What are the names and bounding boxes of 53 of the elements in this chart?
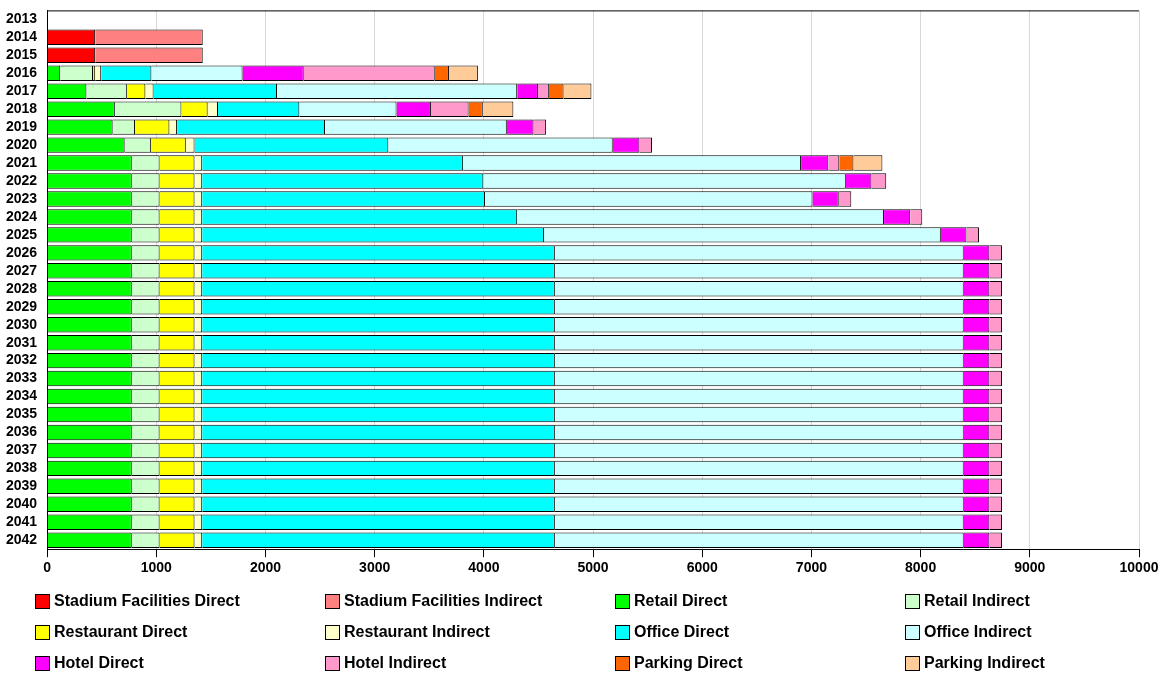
y-tick-label: 2015 [5,46,38,63]
x-tick-label: 7000 [795,559,828,576]
legend-label: Stadium Facilities Indirect [344,592,543,610]
legend-label: Office Indirect [924,623,1032,641]
y-tick-label: 2034 [5,387,38,404]
legend-label: Parking Indirect [924,654,1045,672]
x-tick-label: 10000 [1119,559,1159,576]
y-tick-label: 2025 [5,225,38,242]
y-tick-label: 2019 [5,118,38,134]
y-tick-label: 2016 [5,64,38,81]
y-tick-label: 2026 [5,243,38,260]
y-tick-label: 2023 [5,189,38,206]
y-tick-label: 2041 [5,513,38,530]
legend-label: Stadium Facilities Direct [54,592,240,610]
y-tick-label: 2033 [5,369,38,386]
y-tick-label: 2029 [5,297,38,314]
x-tick-label: 4000 [468,559,500,576]
x-tick-label: 8000 [905,559,937,576]
y-tick-label: 2021 [5,153,38,170]
legend-label: Hotel Indirect [344,654,447,672]
y-tick-label: 2032 [5,351,38,368]
y-tick-label: 2039 [5,477,38,494]
legend-label: Office Direct [634,623,730,641]
y-tick-label: 2036 [5,423,38,440]
y-tick-label: 2013 [5,10,38,27]
legend-label: Hotel Direct [54,654,144,672]
y-tick-label: 2028 [5,279,38,296]
legend-label: Retail Indirect [924,592,1030,610]
x-tick-label: 6000 [686,559,719,576]
y-tick-label: 2038 [5,459,38,476]
y-tick-label: 2027 [5,261,38,278]
x-tick-label: 5000 [577,559,609,576]
x-tick-label: 1000 [140,559,173,576]
y-tick-label: 2031 [5,333,38,350]
x-tick-label: 0 [43,559,52,576]
y-tick-label: 2022 [5,171,38,188]
y-tick-label: 2030 [5,315,38,332]
y-tick-label: 2037 [5,441,38,458]
y-tick-label: 2040 [5,495,38,512]
legend-label: Parking Direct [634,654,743,672]
x-tick-label: 9000 [1014,559,1046,576]
legend-label: Restaurant Indirect [344,623,490,641]
x-tick-label: 2000 [249,559,282,576]
y-tick-label: 2024 [5,207,38,224]
x-tick-label: 3000 [359,559,391,576]
y-tick-label: 2014 [5,28,38,45]
y-tick-label: 2035 [5,405,38,422]
y-tick-label: 2042 [5,531,38,548]
y-tick-label: 2018 [5,100,38,117]
y-tick-label: 2017 [5,82,38,99]
legend-label: Retail Direct [634,592,728,610]
legend-label: Restaurant Direct [54,623,188,641]
y-tick-label: 2020 [5,135,38,152]
